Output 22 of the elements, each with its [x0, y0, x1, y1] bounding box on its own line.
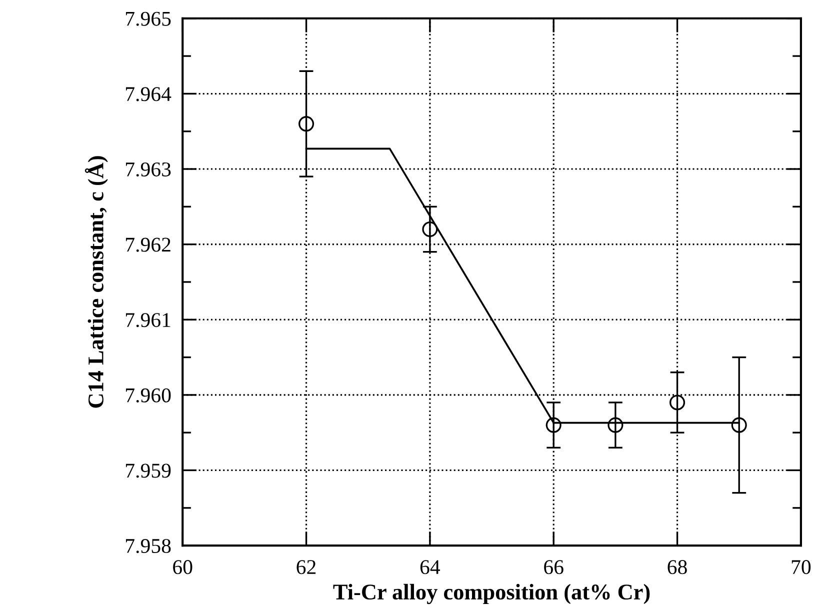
x-tick-label: 64 — [420, 560, 440, 574]
y-tick-label: 7.963 — [126, 162, 171, 177]
point — [670, 394, 686, 410]
y-tick-label: 7.964 — [126, 87, 172, 102]
x-tick-label: 68 — [668, 560, 687, 574]
x-tick-label: 66 — [544, 560, 564, 574]
point — [608, 417, 624, 433]
y-axis-title: C14 Lattice constant, c (Å) — [84, 156, 108, 408]
point — [298, 116, 314, 132]
point — [422, 221, 438, 238]
point — [731, 417, 747, 433]
x-axis-title: Ti-Cr alloy composition (at% Cr) — [333, 584, 650, 604]
y-tick-label: 7.958 — [126, 538, 171, 554]
y-tick-label: 7.965 — [126, 12, 171, 26]
x-tick-label: 62 — [296, 560, 316, 574]
y-tick-label: 7.962 — [126, 238, 170, 252]
x-tick-label: 70 — [792, 560, 811, 574]
x-tick-label: 60 — [173, 560, 192, 574]
y-tick-label: 7.960 — [126, 388, 171, 402]
y-tick-label: 7.961 — [126, 313, 170, 328]
y-tick-label: 7.959 — [126, 464, 171, 478]
point — [546, 417, 562, 433]
